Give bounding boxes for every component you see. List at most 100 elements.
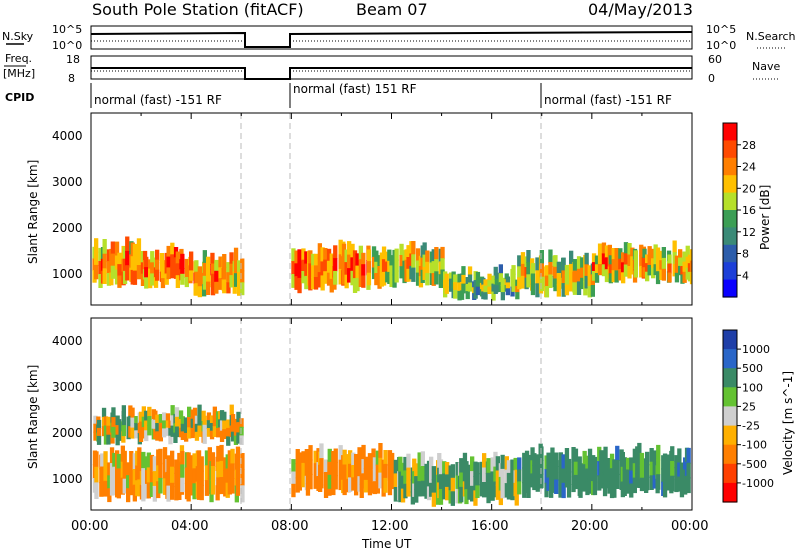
velocity-marks-band-1-cell [202, 415, 207, 426]
power-marks-band-3-cell [317, 257, 322, 274]
power-marks-band-4-cell [422, 242, 427, 256]
power-marks-band-4-cell [406, 257, 411, 270]
velocity-marks-band-1-cell [194, 415, 200, 425]
velocity-marks-band-4-cell [550, 477, 555, 493]
power-marks-band-5-cell [461, 266, 466, 276]
velocity-marks-band-1-cell [212, 416, 217, 428]
velocity-marks-band-1-cell [219, 430, 225, 442]
velocity-marks-band-0-cell [137, 463, 142, 481]
velocity-colorbar-tick-7: -1000 [742, 477, 774, 490]
velocity-y-axis-label: Slant Range [km] [26, 365, 40, 469]
power-marks-band-4-cell [374, 250, 379, 263]
x-tick-1600: 16:00 [471, 519, 508, 534]
power-cbar-swatch-4 [723, 192, 737, 211]
velocity-marks-band-1-cell [229, 404, 234, 417]
power-marks-band-6-cell [530, 263, 536, 275]
velocity-marks-band-1-cell [194, 431, 200, 441]
velocity-marks-band-4-cell [674, 467, 679, 481]
velocity-marks-band-3-cell [486, 487, 491, 504]
velocity-marks-band-1-cell [206, 420, 212, 429]
power-marks-band-4-cell [389, 255, 394, 267]
power-marks-band-6-cell [517, 266, 522, 279]
velocity-marks-band-1-cell [162, 420, 167, 430]
velocity-marks-band-3-cell [475, 485, 480, 498]
power-marks-band-5-cell [515, 292, 520, 300]
velocity-cbar-swatch-2 [723, 368, 737, 388]
power-marks-band-1-cell [160, 260, 166, 271]
velocity-marks-band-1-cell [233, 427, 239, 437]
power-colorbar-label: Power [dB] [758, 185, 772, 250]
velocity-marks-band-0-cell [180, 477, 185, 493]
power-marks-band-3-cell [341, 257, 347, 272]
velocity-marks-band-1-cell [178, 410, 184, 420]
velocity-cbar-swatch-4 [723, 406, 737, 427]
power-marks-band-6-cell [561, 283, 566, 297]
velocity-marks-band-3-cell [473, 490, 478, 506]
power-marks-band-0-cell [122, 258, 128, 272]
power-marks-band-7-cell [674, 272, 680, 283]
velocity-marks-band-4-cell [554, 452, 559, 467]
velocity-marks-band-1-cell [118, 433, 123, 441]
power-marks-band-6-cell [564, 284, 570, 296]
power-marks-band-3-cell [358, 259, 363, 274]
velocity-marks-band-2-cell [361, 459, 366, 475]
power-marks-band-3-cell [311, 253, 316, 267]
power-marks-band-3-cell [350, 257, 355, 272]
power-marks-band-2-cell [226, 262, 231, 274]
velocity-marks-band-1-cell [134, 430, 139, 439]
velocity-marks-band-4-cell [656, 474, 661, 490]
power-marks-band-3-cell [341, 243, 347, 258]
velocity-marks-band-0-cell [107, 488, 112, 503]
velocity-marks-band-0-cell [223, 457, 228, 471]
power-marks-band-6-cell [548, 274, 553, 288]
velocity-marks-band-1-cell [209, 430, 215, 440]
velocity-marks-band-0-cell [112, 452, 117, 468]
power-marks-band-3-cell [350, 243, 355, 259]
velocity-marks-band-3-cell [464, 461, 469, 477]
velocity-marks-band-3-cell [424, 486, 429, 499]
velocity-colorbar-tick-0: 1000 [742, 343, 770, 356]
power-marks-band-6-cell [535, 283, 540, 298]
power-marks-band-2-cell [218, 267, 223, 280]
velocity-marks-band-0-cell [235, 446, 241, 464]
velocity-marks-band-0-cell [122, 478, 127, 494]
power-range-tick-1000: 1000 [52, 267, 83, 281]
velocity-marks-band-3-cell [490, 457, 495, 473]
velocity-marks-band-0-cell [149, 468, 155, 484]
power-marks-band-3-cell [361, 264, 366, 277]
power-marks-band-7-cell [647, 265, 652, 276]
velocity-marks-band-1-cell [93, 431, 98, 441]
power-marks-band-4-cell [366, 272, 372, 286]
power-marks-band-6-cell [587, 275, 592, 288]
power-marks-band-5-cell [494, 272, 499, 280]
velocity-marks-band-2-cell [327, 448, 332, 463]
cpid-label: CPID [5, 91, 34, 104]
power-marks-band-3-cell [361, 275, 366, 288]
velocity-marks-band-0-cell [227, 450, 232, 466]
velocity-marks-band-4-cell [607, 481, 612, 494]
velocity-marks-band-4-cell [629, 457, 634, 472]
velocity-marks-band-4-cell [632, 448, 637, 465]
velocity-marks-band-1-cell [165, 420, 171, 429]
velocity-marks-band-2-cell [308, 473, 313, 490]
velocity-marks-band-0-cell [186, 468, 191, 486]
velocity-marks-band-1-cell [155, 414, 160, 424]
velocity-marks-band-0-cell [156, 465, 161, 483]
nave-tick-bottom: 0 [708, 72, 715, 85]
velocity-marks-band-1-cell [144, 410, 149, 422]
velocity-marks-band-4-cell [592, 481, 598, 496]
velocity-marks-band-3-cell [398, 486, 403, 503]
velocity-marks-band-1-cell [165, 427, 171, 436]
velocity-marks-band-3-cell [486, 458, 491, 474]
velocity-marks-band-1-cell [236, 422, 241, 434]
power-marks-band-4-cell [406, 268, 411, 282]
power-marks-band-7-cell [653, 254, 658, 266]
power-marks-band-3-cell [355, 277, 360, 292]
power-marks-band-6-cell [535, 270, 540, 285]
power-marks-band-4-cell [377, 276, 382, 289]
velocity-marks-band-0-cell [174, 459, 179, 474]
power-marks-band-4-cell [394, 259, 399, 272]
power-marks-band-6-cell [576, 281, 582, 295]
power-marks-band-6-cell [580, 257, 585, 269]
power-marks-band-3-cell [294, 263, 299, 278]
